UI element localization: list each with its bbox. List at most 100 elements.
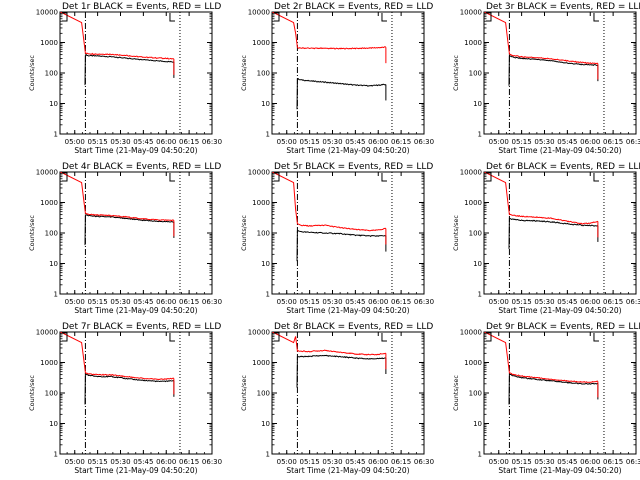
start-bracket-marker <box>486 172 492 182</box>
y-tick-label: 1000 <box>40 199 58 207</box>
lld-series-line <box>484 12 599 65</box>
x-tick-label: 05:30 <box>110 298 130 306</box>
series-group <box>60 332 175 405</box>
x-tick-label: 05:30 <box>534 138 554 146</box>
y-tick-label: 10000 <box>248 329 270 337</box>
panel-title: Det 6r BLACK = Events, RED = LLD <box>486 162 640 172</box>
lld-series-line <box>484 332 599 383</box>
end-bracket-marker <box>169 13 175 22</box>
x-tick-label: 05:45 <box>345 298 365 306</box>
y-tick-label: 100 <box>469 390 482 398</box>
end-bracket-marker <box>381 173 387 182</box>
x-tick-label: 06:00 <box>156 458 176 466</box>
end-bracket-marker <box>381 333 387 342</box>
x-tick-label: 05:30 <box>534 458 554 466</box>
y-tick-label: 10000 <box>36 169 58 177</box>
x-tick-label: 06:30 <box>202 138 222 146</box>
lld-series-line <box>60 12 175 60</box>
y-tick-label: 1000 <box>252 39 270 47</box>
plot-frame <box>271 171 425 295</box>
y-axis-label: Counts/sec <box>452 375 460 411</box>
series-group <box>272 332 387 388</box>
y-tick-label: 1 <box>478 451 482 459</box>
lld-series-line <box>272 332 386 356</box>
x-tick-label: 06:15 <box>179 458 199 466</box>
y-tick-label: 1 <box>478 291 482 299</box>
panel-det-7r: Det 7r BLACK = Events, RED = LLD 1 10 100 10… <box>28 322 222 475</box>
lld-series-line <box>272 12 387 50</box>
y-tick-label: 10 <box>261 260 270 268</box>
x-tick-label: 05:30 <box>322 458 342 466</box>
y-axis-label: Counts/sec <box>240 55 248 91</box>
x-tick-label: 06:30 <box>626 298 640 306</box>
start-bracket-marker <box>62 332 68 342</box>
y-tick-label: 100 <box>45 230 58 238</box>
end-bracket-marker <box>593 173 599 182</box>
y-tick-label: 10000 <box>248 169 270 177</box>
y-tick-label: 10000 <box>36 329 58 337</box>
y-tick-label: 1000 <box>40 359 58 367</box>
panel-det-2r: Det 2r BLACK = Events, RED = LLD 1 10 100 10… <box>240 2 434 155</box>
lld-series-line <box>484 172 598 225</box>
events-series-line <box>508 373 598 405</box>
y-tick-label: 10000 <box>460 169 482 177</box>
panel-title: Det 9r BLACK = Events, RED = LLD <box>486 322 640 332</box>
y-axis-label: Counts/sec <box>452 215 460 251</box>
y-tick-label: 10000 <box>460 9 482 17</box>
y-tick-label: 10 <box>49 420 58 428</box>
series-group <box>484 172 599 249</box>
series-group <box>272 12 387 110</box>
x-tick-label: 05:15 <box>88 138 108 146</box>
events-series-line <box>84 53 174 86</box>
events-series-line <box>84 372 175 405</box>
events-series-line <box>296 77 387 110</box>
x-tick-label: 05:45 <box>557 298 577 306</box>
x-axis-label: Start Time (21-May-09 04:50:20) <box>498 466 621 475</box>
start-bracket-marker <box>486 12 492 22</box>
x-tick-label: 06:00 <box>368 138 388 146</box>
start-bracket-marker <box>62 12 68 22</box>
y-axis-label: Counts/sec <box>240 215 248 251</box>
x-tick-label: 06:30 <box>202 458 222 466</box>
end-bracket-marker <box>381 13 387 22</box>
y-axis-label: Counts/sec <box>28 375 36 411</box>
x-axis-label: Start Time (21-May-09 04:50:20) <box>286 466 409 475</box>
y-tick-label: 10 <box>473 420 482 428</box>
lld-series-line <box>60 332 175 381</box>
x-tick-label: 05:00 <box>65 138 85 146</box>
x-tick-label: 05:45 <box>345 458 365 466</box>
panel-det-3r: Det 3r BLACK = Events, RED = LLD 1 10 100 10… <box>452 2 640 155</box>
x-tick-label: 06:15 <box>391 458 411 466</box>
panel-title: Det 8r BLACK = Events, RED = LLD <box>274 322 433 332</box>
x-tick-label: 06:00 <box>580 458 600 466</box>
x-tick-label: 05:30 <box>534 298 554 306</box>
y-tick-label: 1 <box>266 451 270 459</box>
end-bracket-marker <box>593 333 599 342</box>
y-tick-label: 1000 <box>252 359 270 367</box>
x-tick-label: 06:15 <box>391 298 411 306</box>
x-tick-label: 05:30 <box>322 298 342 306</box>
events-series-line <box>296 230 387 262</box>
x-tick-label: 06:00 <box>368 458 388 466</box>
y-tick-label: 10000 <box>248 9 270 17</box>
y-tick-label: 1 <box>266 131 270 139</box>
y-tick-label: 1 <box>54 451 58 459</box>
x-axis-label: Start Time (21-May-09 04:50:20) <box>74 306 197 315</box>
y-tick-label: 1000 <box>464 359 482 367</box>
start-bracket-marker <box>62 172 68 182</box>
panel-title: Det 1r BLACK = Events, RED = LLD <box>62 2 221 12</box>
lld-series-line <box>272 172 387 232</box>
y-tick-label: 1 <box>478 131 482 139</box>
x-tick-label: 05:45 <box>133 458 153 466</box>
x-tick-label: 05:15 <box>300 458 320 466</box>
x-tick-label: 05:15 <box>512 298 532 306</box>
panel-det-5r: Det 5r BLACK = Events, RED = LLD 1 10 100 10… <box>240 162 434 315</box>
panel-title: Det 4r BLACK = Events, RED = LLD <box>62 162 221 172</box>
x-tick-label: 05:00 <box>489 298 509 306</box>
start-bracket-marker <box>486 332 492 342</box>
x-tick-label: 06:30 <box>626 458 640 466</box>
panel-det-9r: Det 9r BLACK = Events, RED = LLD 1 10 100 10… <box>452 322 640 475</box>
y-tick-label: 100 <box>257 390 270 398</box>
panel-det-6r: Det 6r BLACK = Events, RED = LLD 1 10 100 10… <box>452 162 640 315</box>
